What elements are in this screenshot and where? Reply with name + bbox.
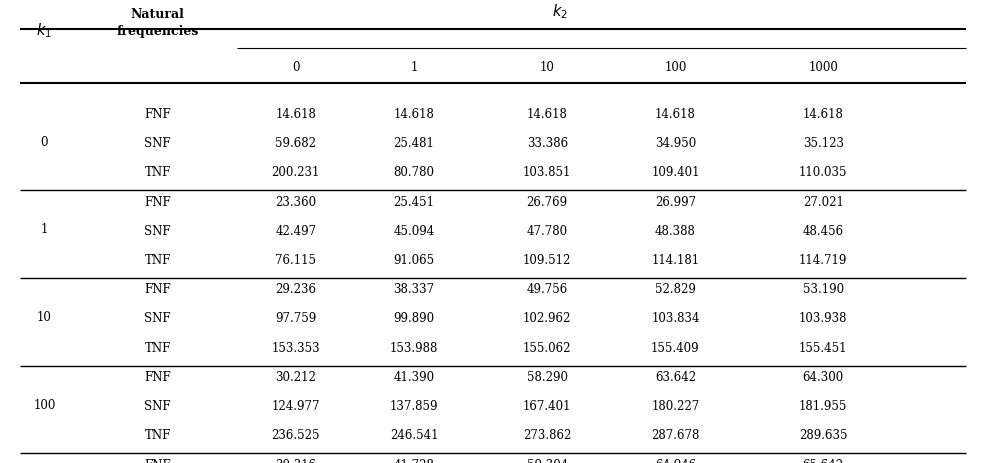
Text: 155.062: 155.062 — [523, 341, 572, 354]
Text: TNF: TNF — [145, 428, 171, 442]
Text: 23.360: 23.360 — [275, 195, 317, 208]
Text: 246.541: 246.541 — [389, 428, 439, 442]
Text: 236.525: 236.525 — [271, 428, 320, 442]
Text: 53.190: 53.190 — [803, 282, 844, 296]
Text: 155.451: 155.451 — [799, 341, 848, 354]
Text: 1: 1 — [410, 61, 418, 74]
Text: 48.388: 48.388 — [655, 224, 696, 238]
Text: 76.115: 76.115 — [275, 253, 317, 267]
Text: $k_1$: $k_1$ — [36, 21, 52, 39]
Text: 155.409: 155.409 — [651, 341, 700, 354]
Text: 59.682: 59.682 — [275, 137, 317, 150]
Text: 181.955: 181.955 — [799, 399, 848, 413]
Text: 103.851: 103.851 — [523, 166, 572, 179]
Text: 273.862: 273.862 — [523, 428, 572, 442]
Text: FNF: FNF — [144, 107, 172, 121]
Text: 10: 10 — [539, 61, 555, 74]
Text: 1: 1 — [40, 223, 48, 236]
Text: 103.938: 103.938 — [799, 312, 848, 325]
Text: 25.451: 25.451 — [393, 195, 435, 208]
Text: 109.401: 109.401 — [651, 166, 700, 179]
Text: 180.227: 180.227 — [652, 399, 699, 413]
Text: FNF: FNF — [144, 457, 172, 463]
Text: TNF: TNF — [145, 341, 171, 354]
Text: 14.618: 14.618 — [275, 107, 317, 121]
Text: 25.481: 25.481 — [393, 137, 435, 150]
Text: 14.618: 14.618 — [393, 107, 435, 121]
Text: 63.642: 63.642 — [655, 370, 696, 383]
Text: 26.997: 26.997 — [655, 195, 696, 208]
Text: 41.728: 41.728 — [393, 457, 435, 463]
Text: 110.035: 110.035 — [799, 166, 848, 179]
Text: 10: 10 — [36, 310, 52, 323]
Text: 29.236: 29.236 — [275, 282, 317, 296]
Text: 97.759: 97.759 — [275, 312, 317, 325]
Text: FNF: FNF — [144, 370, 172, 383]
Text: 65.642: 65.642 — [803, 457, 844, 463]
Text: 289.635: 289.635 — [799, 428, 848, 442]
Text: $k_2$: $k_2$ — [551, 2, 568, 21]
Text: SNF: SNF — [144, 399, 172, 413]
Text: 59.304: 59.304 — [527, 457, 568, 463]
Text: 1000: 1000 — [809, 61, 838, 74]
Text: 34.950: 34.950 — [655, 137, 696, 150]
Text: 124.977: 124.977 — [271, 399, 320, 413]
Text: TNF: TNF — [145, 253, 171, 267]
Text: 14.618: 14.618 — [803, 107, 844, 121]
Text: 35.123: 35.123 — [803, 137, 844, 150]
Text: 153.353: 153.353 — [271, 341, 320, 354]
Text: 114.719: 114.719 — [799, 253, 848, 267]
Text: 58.290: 58.290 — [527, 370, 568, 383]
Text: 200.231: 200.231 — [271, 166, 320, 179]
Text: 0: 0 — [40, 135, 48, 148]
Text: 30.212: 30.212 — [275, 370, 317, 383]
Text: 41.390: 41.390 — [393, 370, 435, 383]
Text: 52.829: 52.829 — [655, 282, 696, 296]
Text: 91.065: 91.065 — [393, 253, 435, 267]
Text: 114.181: 114.181 — [652, 253, 699, 267]
Text: 45.094: 45.094 — [393, 224, 435, 238]
Text: 30.316: 30.316 — [275, 457, 317, 463]
Text: 102.962: 102.962 — [523, 312, 572, 325]
Text: 33.386: 33.386 — [527, 137, 568, 150]
Text: 100: 100 — [665, 61, 686, 74]
Text: Natural
frequencies: Natural frequencies — [116, 8, 199, 38]
Text: 14.618: 14.618 — [655, 107, 696, 121]
Text: 64.300: 64.300 — [803, 370, 844, 383]
Text: 0: 0 — [292, 61, 300, 74]
Text: FNF: FNF — [144, 195, 172, 208]
Text: 38.337: 38.337 — [393, 282, 435, 296]
Text: 14.618: 14.618 — [527, 107, 568, 121]
Text: 137.859: 137.859 — [389, 399, 439, 413]
Text: 167.401: 167.401 — [523, 399, 572, 413]
Text: 99.890: 99.890 — [393, 312, 435, 325]
Text: 47.780: 47.780 — [527, 224, 568, 238]
Text: FNF: FNF — [144, 282, 172, 296]
Text: 27.021: 27.021 — [803, 195, 844, 208]
Text: 48.456: 48.456 — [803, 224, 844, 238]
Text: SNF: SNF — [144, 312, 172, 325]
Text: 26.769: 26.769 — [527, 195, 568, 208]
Text: 287.678: 287.678 — [651, 428, 700, 442]
Text: 49.756: 49.756 — [527, 282, 568, 296]
Text: 109.512: 109.512 — [523, 253, 572, 267]
Text: 64.946: 64.946 — [655, 457, 696, 463]
Text: SNF: SNF — [144, 224, 172, 238]
Text: 153.988: 153.988 — [389, 341, 439, 354]
Text: TNF: TNF — [145, 166, 171, 179]
Text: 100: 100 — [34, 398, 55, 411]
Text: 80.780: 80.780 — [393, 166, 435, 179]
Text: SNF: SNF — [144, 137, 172, 150]
Text: 42.497: 42.497 — [275, 224, 317, 238]
Text: 103.834: 103.834 — [651, 312, 700, 325]
